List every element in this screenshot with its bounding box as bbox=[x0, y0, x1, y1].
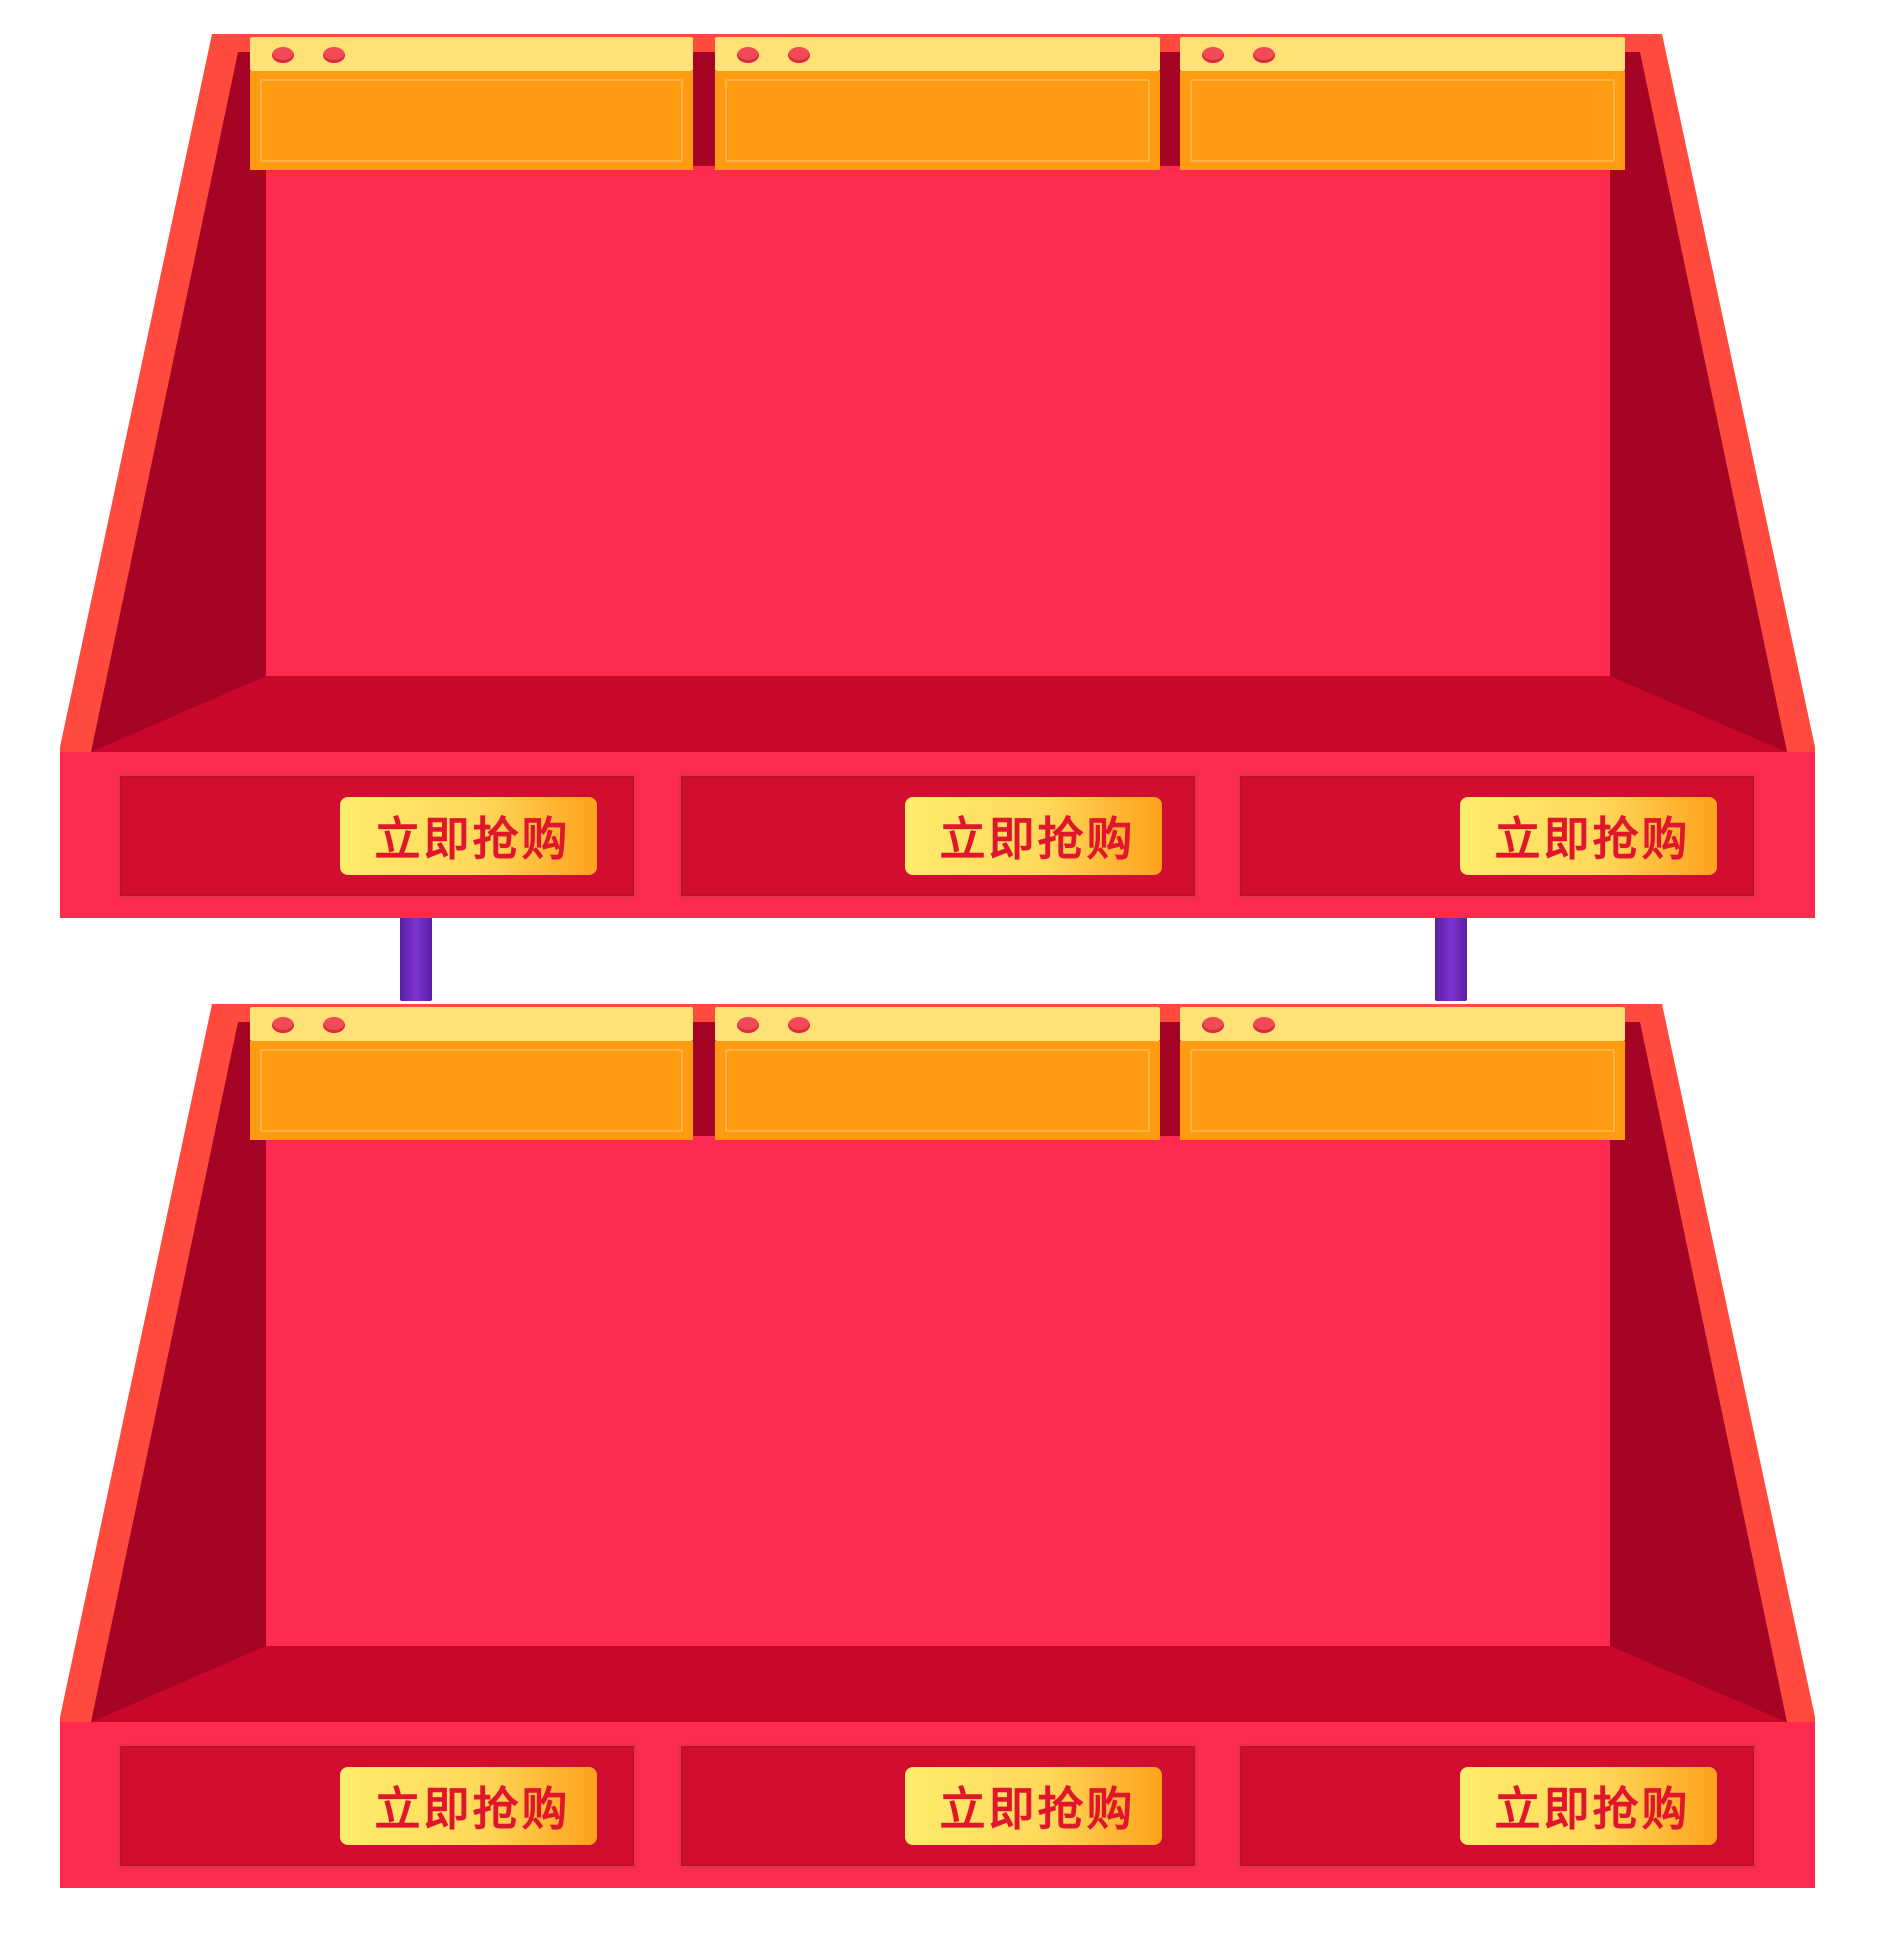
rivet-icon bbox=[272, 1017, 294, 1033]
rivet-icon bbox=[1253, 47, 1275, 63]
buy-now-button[interactable]: 立即抢购 bbox=[1460, 797, 1717, 875]
buy-now-button[interactable]: 立即抢购 bbox=[905, 797, 1162, 875]
shelf-top: 立即抢购 立即抢购 立即抢购 bbox=[0, 0, 1878, 918]
header-sign-1 bbox=[250, 37, 693, 170]
header-sign-2 bbox=[715, 1007, 1160, 1140]
rivet-icon bbox=[272, 47, 294, 63]
rivet-icon bbox=[1202, 47, 1224, 63]
support-pole-left bbox=[400, 911, 432, 1001]
header-sign-2 bbox=[715, 37, 1160, 170]
buy-now-button[interactable]: 立即抢购 bbox=[340, 1767, 597, 1845]
rivet-icon bbox=[323, 1017, 345, 1033]
buy-now-button[interactable]: 立即抢购 bbox=[905, 1767, 1162, 1845]
header-sign-1 bbox=[250, 1007, 693, 1140]
rivet-icon bbox=[1253, 1017, 1275, 1033]
header-sign-3 bbox=[1180, 37, 1625, 170]
rivet-icon bbox=[788, 1017, 810, 1033]
buy-now-button[interactable]: 立即抢购 bbox=[1460, 1767, 1717, 1845]
shelf-frame bbox=[60, 34, 1815, 918]
rivet-icon bbox=[737, 47, 759, 63]
shelf-bottom: 立即抢购 立即抢购 立即抢购 bbox=[0, 970, 1878, 1888]
buy-now-button[interactable]: 立即抢购 bbox=[340, 797, 597, 875]
rivet-icon bbox=[323, 47, 345, 63]
rivet-icon bbox=[1202, 1017, 1224, 1033]
rivet-icon bbox=[788, 47, 810, 63]
rivet-icon bbox=[737, 1017, 759, 1033]
header-sign-3 bbox=[1180, 1007, 1625, 1140]
support-pole-right bbox=[1435, 911, 1467, 1001]
